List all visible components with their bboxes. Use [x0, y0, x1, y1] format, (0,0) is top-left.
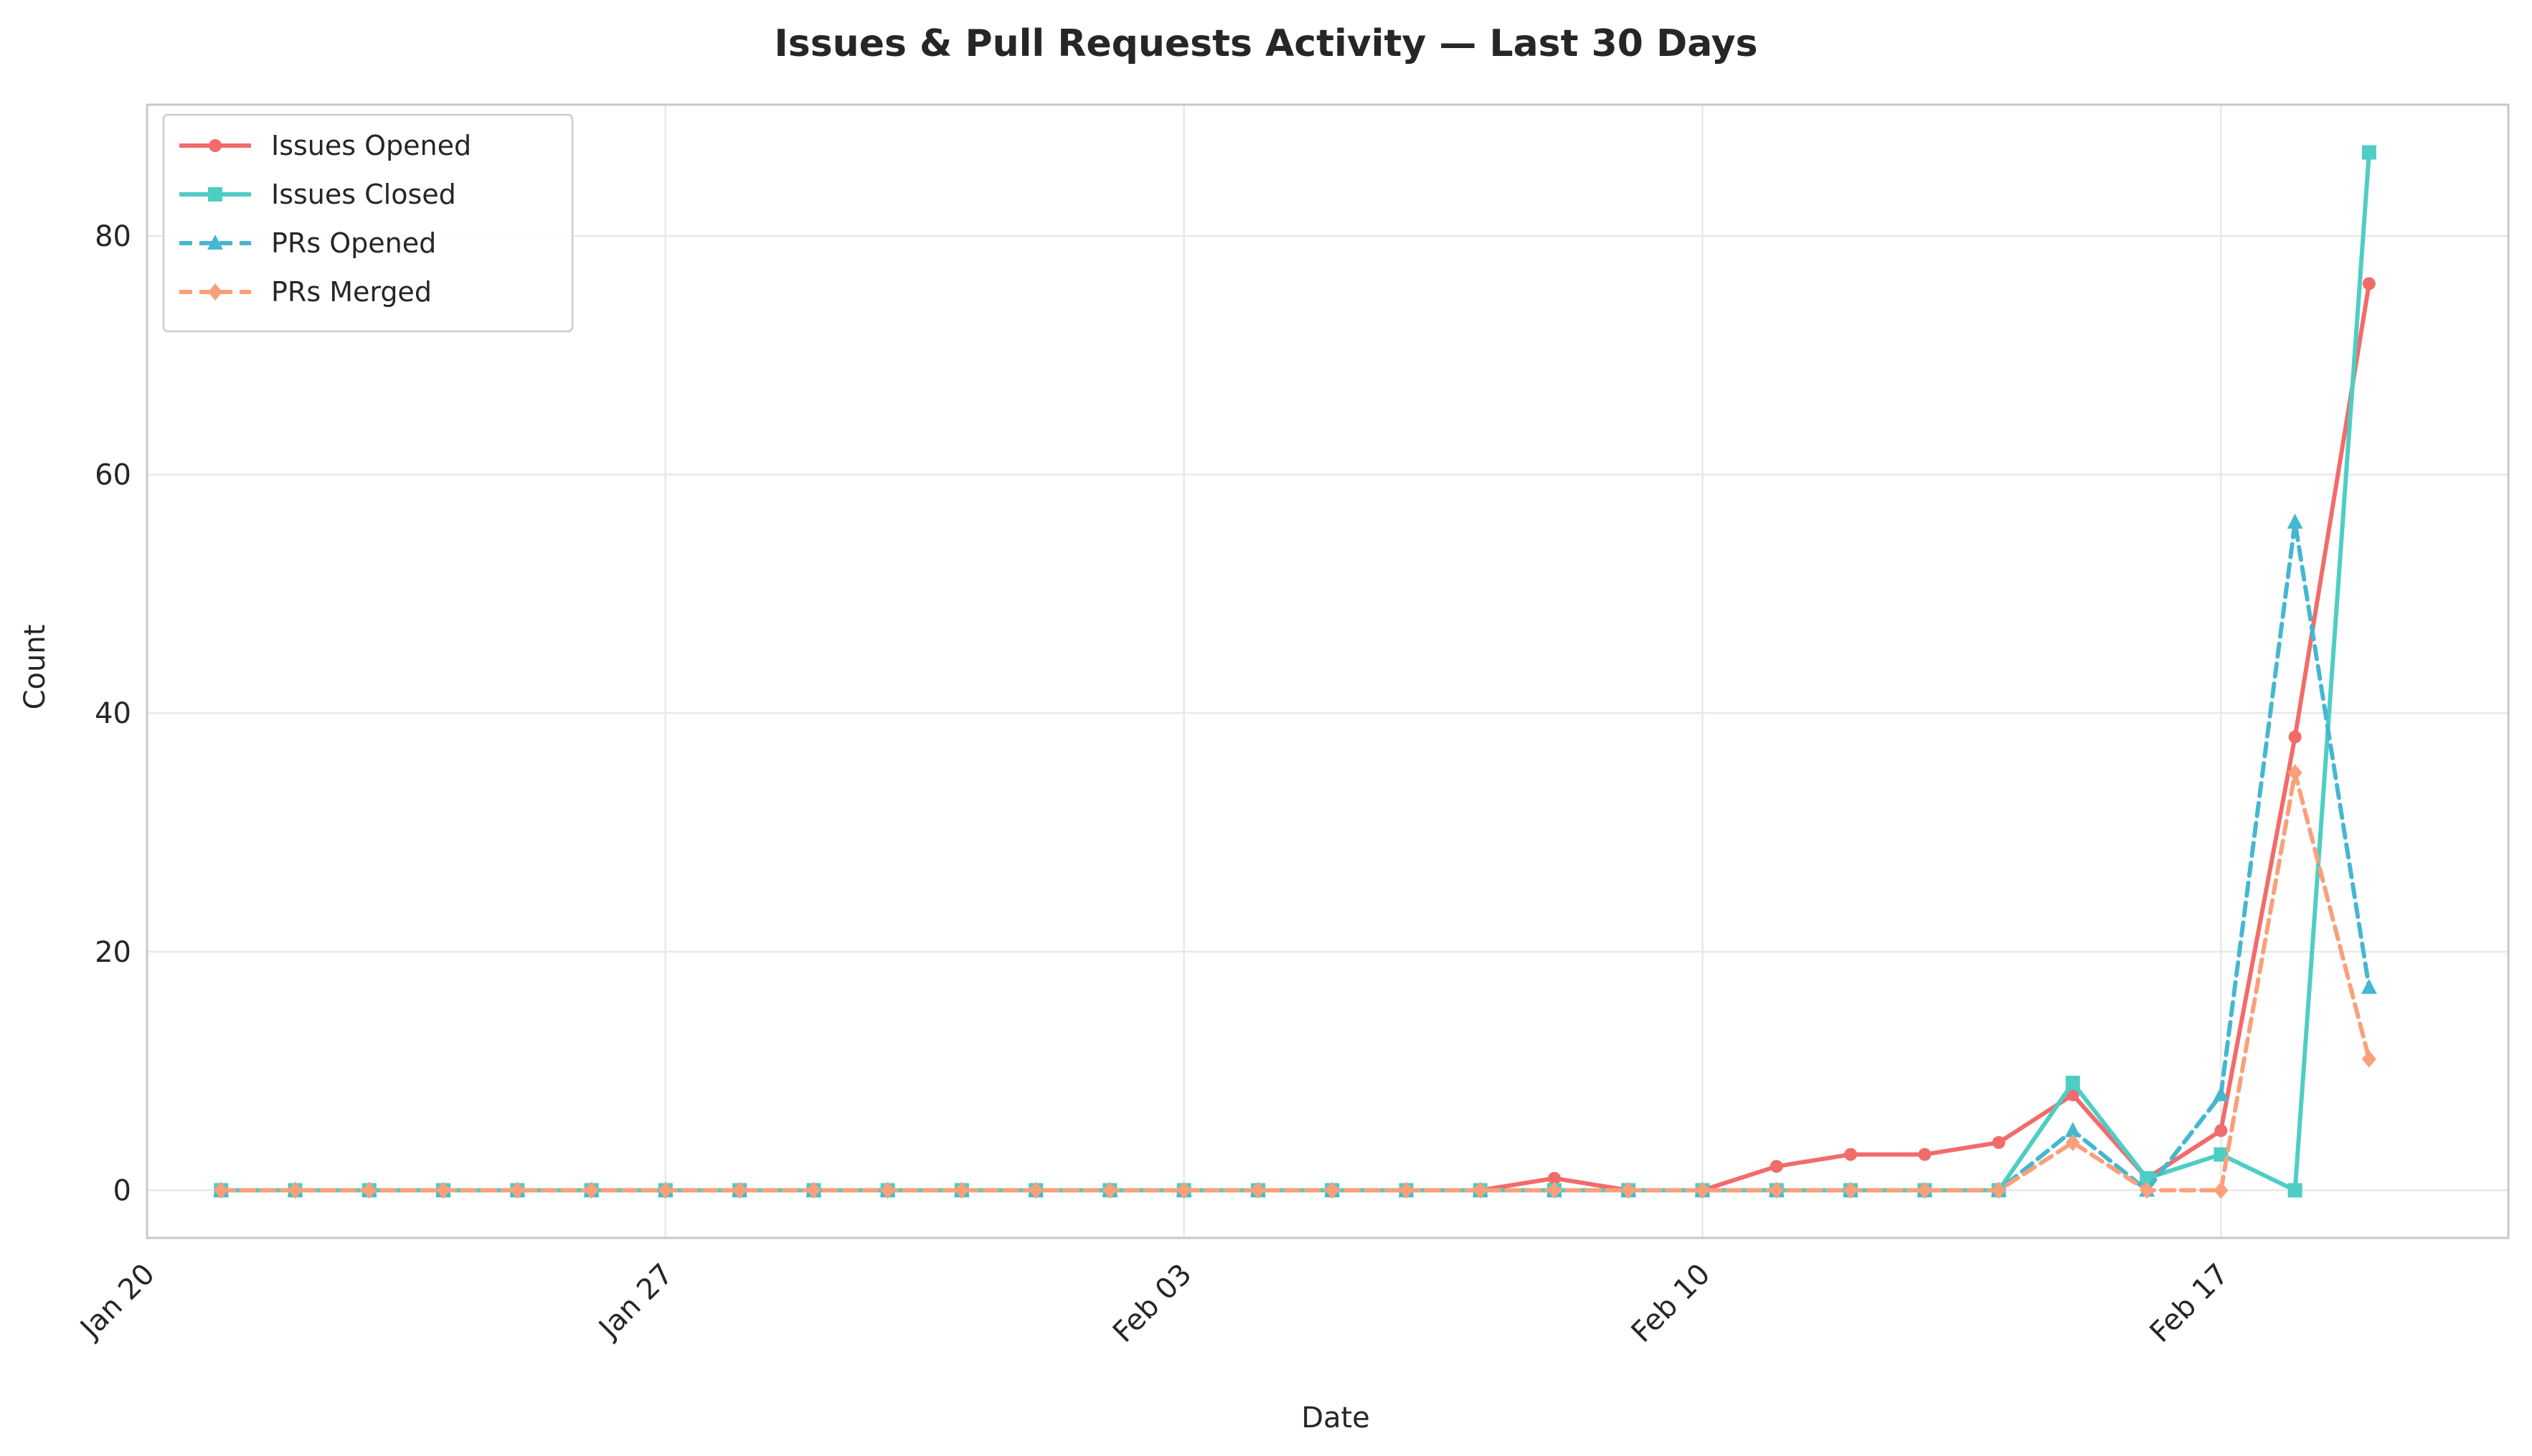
y-axis-ticks: 0 20 40 60 80: [95, 220, 131, 1208]
data-point: [954, 1181, 969, 1199]
data-point: [1399, 1181, 1414, 1199]
series-line: [219, 770, 2371, 1193]
data-point: [2066, 1088, 2079, 1102]
data-point: [2361, 145, 2376, 160]
data-point: [436, 1181, 451, 1199]
data-point: [214, 1181, 229, 1199]
data-point: [288, 1181, 303, 1199]
data-point: [584, 1181, 599, 1199]
data-point: [1769, 1181, 1784, 1199]
legend-label: Issues Opened: [271, 130, 471, 161]
legend-label: Issues Closed: [271, 179, 456, 210]
legend-item: Issues Closed: [179, 179, 456, 210]
data-point: [2065, 1075, 2080, 1090]
data-point: [1770, 1160, 1783, 1173]
data-point: [1621, 1181, 1636, 1199]
data-point: [880, 1181, 895, 1199]
data-point: [2213, 1086, 2229, 1102]
x-axis-title: Date: [1301, 1401, 1370, 1434]
data-point: [658, 1181, 673, 1199]
data-point: [1917, 1181, 1932, 1199]
data-point: [2065, 1133, 2080, 1151]
data-point: [2214, 1124, 2228, 1138]
data-point: [1843, 1181, 1858, 1199]
data-point: [1991, 1181, 2006, 1199]
y-axis-title: Count: [19, 625, 52, 710]
data-point: [806, 1181, 821, 1199]
chart-title: Issues & Pull Requests Activity — Last 3…: [774, 22, 1757, 65]
y-tick-label: 40: [95, 697, 131, 730]
data-point: [1102, 1181, 1118, 1199]
data-point: [1250, 1181, 1265, 1199]
data-point: [1325, 1181, 1340, 1199]
data-point: [2361, 1050, 2376, 1068]
legend-marker: [209, 139, 222, 152]
data-point: [1547, 1171, 1561, 1185]
series-layer: [213, 145, 2377, 1199]
data-point: [2287, 514, 2303, 529]
data-point: [510, 1181, 525, 1199]
data-point: [2064, 1122, 2081, 1138]
data-point: [2288, 730, 2302, 744]
data-point: [2361, 978, 2377, 994]
legend-label: PRs Merged: [271, 276, 432, 308]
data-point: [1546, 1181, 1562, 1199]
data-point: [732, 1181, 747, 1199]
legend: Issues Opened Issues Closed PRs Opened PRs …: [162, 113, 574, 333]
data-point: [2287, 764, 2302, 782]
data-point: [1918, 1148, 1932, 1161]
data-point: [2362, 277, 2376, 290]
data-point: [1473, 1181, 1488, 1199]
legend-item: PRs Merged: [179, 276, 432, 308]
data-point: [2140, 1181, 2155, 1199]
y-tick-label: 60: [95, 459, 131, 492]
y-tick-label: 0: [113, 1174, 131, 1207]
data-point: [2140, 1171, 2155, 1186]
legend-marker: [208, 187, 222, 202]
data-point: [1695, 1181, 1710, 1199]
legend-label: PRs Opened: [271, 227, 436, 259]
plot-frame: [146, 103, 2510, 1239]
series-prs-merged: [214, 764, 2376, 1199]
data-point: [362, 1181, 377, 1199]
data-point: [1992, 1135, 2006, 1149]
legend-item: Issues Opened: [179, 130, 471, 161]
legend-marker: [208, 283, 222, 301]
legend-item: PRs Opened: [179, 227, 436, 259]
data-point: [1844, 1148, 1858, 1161]
legend-marker: [207, 235, 223, 250]
y-tick-label: 20: [95, 936, 131, 969]
legend-box: [162, 113, 574, 333]
data-point: [2214, 1181, 2229, 1199]
data-point: [1029, 1181, 1044, 1199]
data-point: [1176, 1181, 1191, 1199]
y-tick-label: 80: [95, 220, 131, 253]
data-point: [2287, 1183, 2302, 1198]
